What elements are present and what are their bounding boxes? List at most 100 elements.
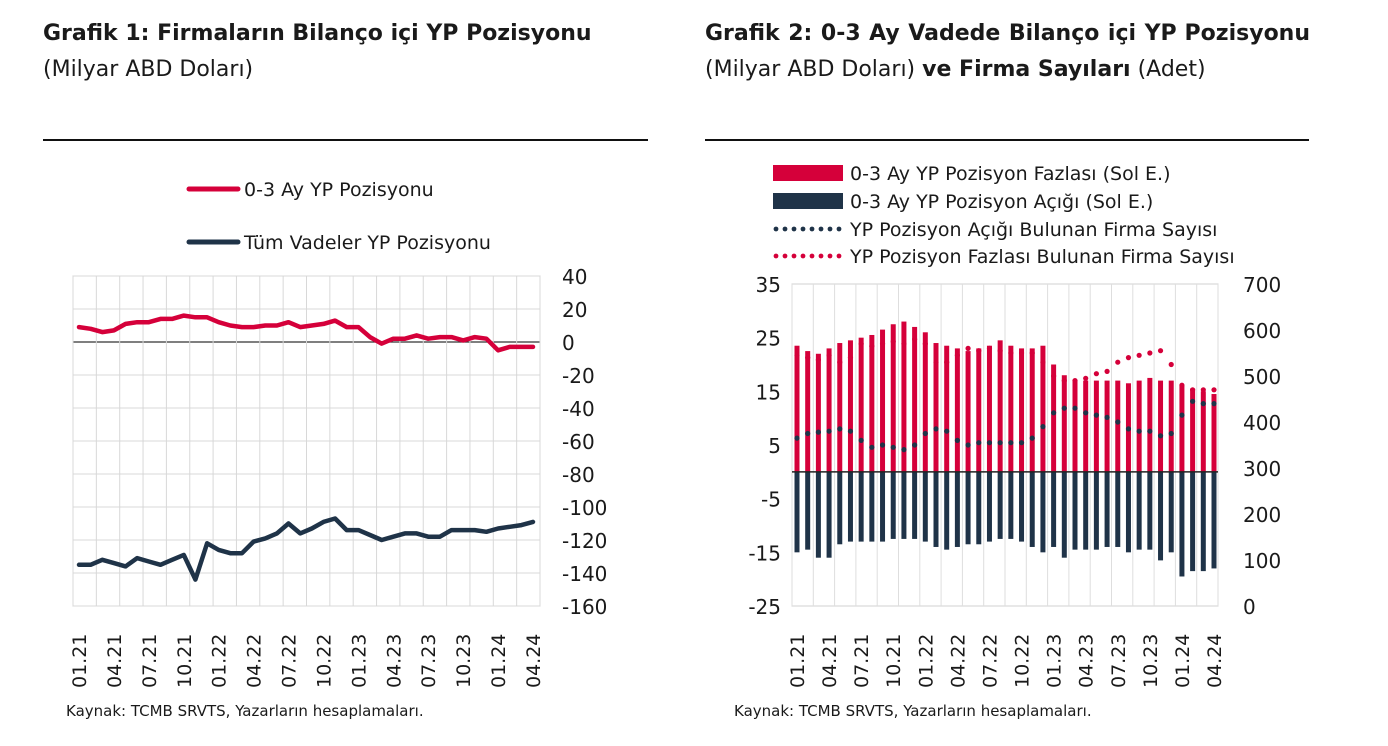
- chart-2-point-3: [1115, 419, 1121, 425]
- chart-2-point-3: [901, 447, 907, 453]
- chart-2-x-tick-label: 07.22: [979, 634, 1001, 688]
- chart-2-legend-swatch-dot: [809, 253, 815, 259]
- chart-2-bar-2: [1115, 471, 1121, 547]
- chart-2-point-4: [1125, 355, 1132, 361]
- chart-2-legend-swatch-dot: [782, 226, 788, 232]
- chart-1-y-tick-label: 40: [562, 265, 587, 289]
- chart-2-bar-1: [858, 337, 864, 472]
- chart-2-legend-swatch-dot: [773, 253, 779, 259]
- chart-1-y-tick-label: 0: [562, 331, 575, 355]
- chart-2-x-tick-label: 10.22: [1012, 634, 1034, 688]
- chart-2-point-4: [976, 348, 982, 354]
- chart-2-bar-1: [1179, 385, 1185, 472]
- chart-2-bar-2: [1029, 471, 1035, 547]
- chart-1-x-tick-label: 07.23: [418, 634, 440, 688]
- chart-2-x-tick-label: 01.24: [1172, 634, 1194, 688]
- chart-1-title: Grafik 1: Firmaların Bilanço içi YP Pozi…: [43, 16, 643, 88]
- chart-2-point-4: [1072, 378, 1078, 384]
- chart-2-point-4: [1147, 350, 1153, 356]
- chart-2-bar-1: [901, 321, 907, 472]
- chart-2-y-left-tick-label: 15: [756, 380, 781, 404]
- chart-2-x-tick-label: 07.23: [1108, 634, 1130, 688]
- chart-2-point-3: [912, 442, 918, 448]
- chart-2-legend-swatch-dot: [836, 253, 842, 259]
- chart-2-point-3: [1008, 440, 1014, 446]
- chart-2-y-right-tick-label: 700: [1243, 273, 1281, 297]
- chart-2-legend-label: YP Pozisyon Açığı Bulunan Firma Sayısı: [849, 219, 1217, 241]
- chart-2-point-3: [837, 426, 843, 432]
- chart-2-point-3: [922, 430, 928, 437]
- chart-2-bar-1: [1190, 388, 1196, 472]
- chart-2-legend-swatch-dot: [800, 253, 806, 259]
- chart-2-bar-1: [794, 345, 800, 472]
- chart-2-point-3: [986, 440, 993, 446]
- chart-2-bar-2: [1147, 471, 1153, 550]
- chart-2-bar-2: [1051, 471, 1057, 547]
- chart-2-point-3: [1061, 405, 1067, 411]
- chart-2-bar-2: [933, 471, 939, 547]
- chart-2-point-4: [1211, 387, 1217, 393]
- chart-2-bar-1: [986, 345, 992, 472]
- chart-2-bar-1: [826, 348, 832, 472]
- chart-2-legend-swatch-dot: [827, 253, 833, 259]
- chart-1-title-bold: Grafik 1: Firmaların Bilanço içi YP Pozi…: [43, 21, 592, 46]
- chart-2-point-4: [1157, 348, 1164, 354]
- chart-2-title: Grafik 2: 0-3 Ay Vadede Bilanço içi YP P…: [705, 16, 1310, 88]
- chart-2-point-3: [997, 440, 1003, 446]
- chart-2-point-4: [922, 341, 928, 347]
- chart-2-x-tick-label: 01.21: [787, 634, 809, 688]
- chart-2-bar-1: [1136, 380, 1142, 472]
- chart-2-bar-2: [1179, 471, 1185, 577]
- chart-1-x-tick-label: 07.21: [139, 634, 161, 688]
- chart-1-x-tick-label: 10.22: [313, 634, 335, 688]
- chart-2-point-3: [1157, 433, 1164, 439]
- chart-1-y-tick-label: 20: [562, 298, 587, 322]
- chart-2-legend-swatch-dot: [836, 226, 842, 232]
- chart-panel-2: Grafik 2: 0-3 Ay Vadede Bilanço içi YP P…: [680, 0, 1388, 746]
- chart-2-point-4: [858, 341, 864, 347]
- chart-2-bar-2: [858, 471, 864, 542]
- chart-1-series-line-2: [76, 516, 536, 582]
- chart-2-point-3: [826, 428, 832, 434]
- chart-2-title-bold-2: Pozisyonu: [1184, 21, 1311, 46]
- chart-2-legend-swatch-dot: [773, 226, 779, 232]
- chart-2-bar-2: [847, 471, 853, 542]
- chart-2-bar-1: [1029, 348, 1035, 472]
- chart-2-point-4: [794, 352, 800, 358]
- chart-2-point-3: [815, 429, 821, 435]
- chart-2-legend-swatch-dot: [827, 226, 833, 232]
- chart-2-bar-2: [1093, 471, 1099, 550]
- chart-2-bar-1: [965, 351, 971, 472]
- chart-2-point-3: [1211, 401, 1217, 407]
- chart-2-bar-1: [954, 348, 960, 472]
- chart-1-divider: [43, 139, 648, 141]
- chart-2-legend-label: YP Pozisyon Fazlası Bulunan Firma Sayısı: [849, 246, 1235, 268]
- chart-2-point-4: [933, 359, 939, 365]
- chart-2-point-3: [1093, 412, 1099, 418]
- chart-2-point-4: [1040, 359, 1046, 365]
- chart-2-y-right-tick-label: 300: [1243, 457, 1281, 481]
- chart-2-divider: [705, 139, 1309, 141]
- chart-2-bar-1: [1019, 348, 1025, 472]
- chart-2-point-3: [869, 444, 875, 450]
- chart-1-legend-label: Tüm Vadeler YP Pozisyonu: [243, 232, 491, 254]
- chart-2-point-3: [1125, 426, 1132, 432]
- chart-panel-1: Grafik 1: Firmaların Bilanço içi YP Pozi…: [0, 0, 680, 746]
- chart-2-point-3: [1200, 401, 1206, 407]
- chart-2-bar-2: [837, 471, 843, 545]
- chart-1-x-tick-label: 01.24: [488, 634, 510, 688]
- chart-2-point-4: [890, 338, 896, 345]
- chart-2-bar-1: [1093, 380, 1099, 472]
- chart-2-legend-swatch-dot: [818, 253, 824, 259]
- chart-2-bar-2: [890, 471, 896, 539]
- chart-2-legend-label: 0-3 Ay YP Pozisyon Fazlası (Sol E.): [850, 163, 1171, 185]
- chart-2-point-4: [986, 345, 993, 351]
- chart-2-point-4: [1008, 350, 1014, 356]
- chart-1-title-unit: (Milyar ABD Doları): [43, 57, 254, 82]
- chart-1-y-tick-label: -100: [562, 496, 607, 520]
- chart-2-point-4: [1018, 350, 1025, 356]
- chart-2-point-3: [1029, 435, 1035, 441]
- chart-2-point-3: [879, 442, 886, 448]
- chart-2-x-tick-label: 04.21: [819, 634, 841, 688]
- chart-2-point-4: [1200, 387, 1206, 393]
